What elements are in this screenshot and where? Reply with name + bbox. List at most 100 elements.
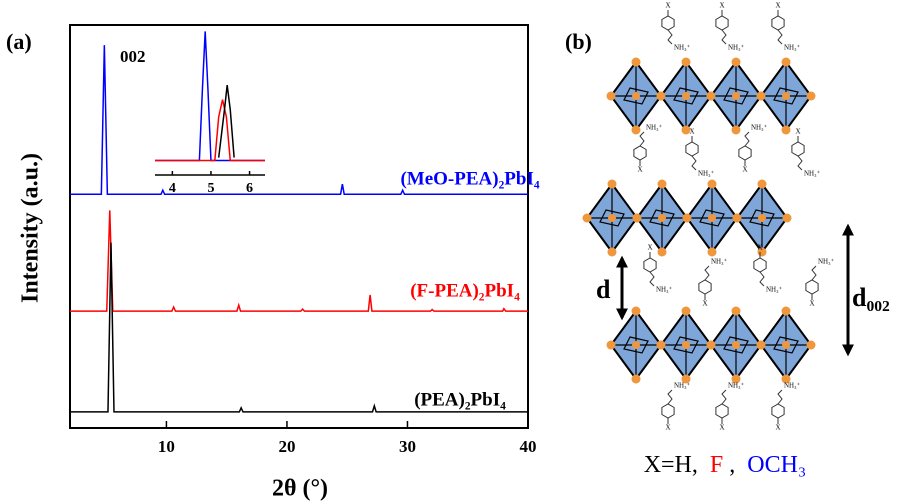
- iodide: [656, 340, 666, 350]
- iodide: [607, 247, 617, 257]
- iodide: [657, 247, 667, 257]
- x-tick-label: 10: [158, 437, 175, 456]
- iodide: [631, 125, 641, 135]
- spacing-label: d: [596, 275, 611, 304]
- molecule-label: NH₃⁺: [728, 44, 745, 52]
- molecule-label: X: [719, 2, 724, 10]
- chain: [649, 271, 655, 287]
- x-axis-title: 2θ (°): [272, 476, 328, 502]
- iodide: [806, 91, 816, 101]
- molecule-label: NH₃⁺: [766, 286, 783, 294]
- series-label: (PEA)₂PbI₄: [414, 389, 506, 410]
- lead: [732, 341, 740, 349]
- molecule-label: NH₃⁺: [728, 382, 745, 390]
- chain: [704, 265, 710, 281]
- ring: [791, 141, 805, 157]
- iodide: [606, 91, 616, 101]
- chain: [667, 29, 673, 45]
- ring: [753, 257, 767, 273]
- series-label: (MeO-PEA)₂PbI₄: [400, 168, 539, 189]
- chain: [777, 29, 783, 45]
- panel-label: (a): [6, 29, 32, 54]
- plot-frame: [69, 24, 529, 429]
- lead: [782, 92, 790, 100]
- caption-part: F: [710, 452, 723, 478]
- iodide: [756, 340, 766, 350]
- chain: [759, 271, 765, 287]
- series-label: (F-PEA)₂PbI₄: [410, 280, 520, 301]
- ring: [643, 257, 657, 273]
- iodide: [731, 125, 741, 135]
- spacing-label: d₀₀₂: [852, 283, 890, 312]
- caption: X=H, F , OCH₃: [644, 452, 807, 478]
- chain: [744, 131, 750, 147]
- iodide: [731, 306, 741, 316]
- iodide: [706, 91, 716, 101]
- molecule-label: X: [775, 2, 780, 10]
- iodide: [706, 340, 716, 350]
- molecule-label: X: [665, 424, 670, 432]
- molecule-label: NH₃⁺: [711, 258, 728, 266]
- iodide: [781, 125, 791, 135]
- iodide: [682, 213, 692, 223]
- molecule-label: X: [702, 300, 707, 308]
- chain: [639, 131, 645, 147]
- ring: [661, 403, 675, 419]
- y-axis-title: Intensity (a.u.): [18, 153, 44, 303]
- x-tick-label: 6: [246, 181, 253, 196]
- ring: [715, 15, 729, 31]
- iodide: [707, 247, 717, 257]
- lead: [708, 214, 716, 222]
- molecule-label: NH₃⁺: [751, 124, 768, 132]
- iodide: [782, 213, 792, 223]
- series-line: [155, 99, 265, 162]
- molecule-label: NH₃⁺: [674, 382, 691, 390]
- molecule-label: X: [665, 2, 670, 10]
- series-line: [70, 210, 528, 312]
- iodide: [707, 179, 717, 189]
- caption-part: OCH₃: [747, 452, 806, 478]
- ring: [738, 145, 752, 161]
- chain: [667, 389, 673, 405]
- ring: [685, 141, 699, 157]
- iodide: [607, 179, 617, 189]
- molecule-label: NH₃⁺: [674, 44, 691, 52]
- lead: [658, 214, 666, 222]
- iodide: [781, 306, 791, 316]
- iodide: [631, 374, 641, 384]
- chain: [811, 265, 817, 281]
- lead: [758, 214, 766, 222]
- molecule-label: X: [809, 300, 814, 308]
- molecule-label: NH₃⁺: [784, 382, 801, 390]
- chain: [721, 389, 727, 405]
- iodide: [731, 57, 741, 67]
- series-line: [70, 45, 528, 196]
- iodide: [681, 125, 691, 135]
- molecule-label: X: [637, 166, 642, 174]
- iodide: [631, 57, 641, 67]
- iodide: [681, 57, 691, 67]
- iodide: [806, 340, 816, 350]
- iodide: [757, 179, 767, 189]
- x-tick-label: 4: [169, 181, 176, 196]
- molecule-label: NH₃⁺: [698, 170, 715, 178]
- iodide: [756, 91, 766, 101]
- panel-label: (b): [565, 29, 592, 54]
- molecule-label: X: [795, 128, 800, 136]
- iodide: [731, 374, 741, 384]
- ring: [771, 15, 785, 31]
- lead: [632, 92, 640, 100]
- molecule-label: X: [775, 424, 780, 432]
- molecule-label: NH₃⁺: [804, 170, 821, 178]
- caption-part: ,: [729, 452, 735, 478]
- molecule-label: X: [742, 166, 747, 174]
- ring: [698, 279, 712, 295]
- molecule-label: NH₃⁺: [818, 258, 835, 266]
- chain: [721, 29, 727, 45]
- lead: [632, 341, 640, 349]
- iodide: [732, 213, 742, 223]
- iodide: [606, 340, 616, 350]
- iodide: [631, 306, 641, 316]
- series-line: [155, 31, 265, 162]
